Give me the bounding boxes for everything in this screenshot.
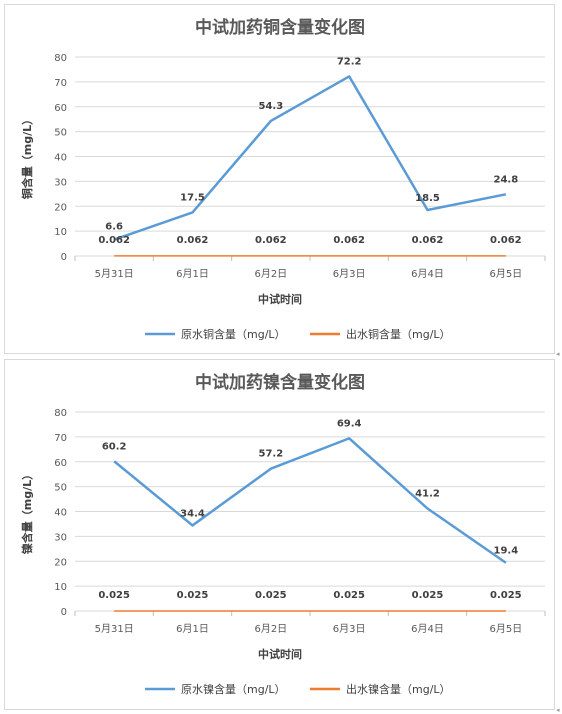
chart-title: 中试加药镍含量变化图 xyxy=(195,372,365,393)
x-tick-label: 6月4日 xyxy=(411,268,444,280)
x-tick-label: 6月3日 xyxy=(333,268,366,280)
legend-label: 出水镍含量（mg/L） xyxy=(346,682,451,696)
data-label: 0.062 xyxy=(412,235,444,246)
data-label: 0.062 xyxy=(98,235,130,246)
x-axis-title: 中试时间 xyxy=(258,292,302,306)
x-tick-label: 6月1日 xyxy=(176,268,209,280)
data-label: 0.025 xyxy=(98,590,130,601)
x-tick-label: 6月3日 xyxy=(333,623,366,635)
legend-label: 原水镍含量（mg/L） xyxy=(181,682,286,696)
x-tick-label: 6月5日 xyxy=(489,623,522,635)
legend-label: 出水铜含量（mg/L） xyxy=(346,327,451,341)
data-label: 34.4 xyxy=(180,508,205,519)
data-label: 18.5 xyxy=(415,193,440,204)
y-tick-label: 0 xyxy=(61,607,67,618)
data-label: 54.3 xyxy=(258,101,283,112)
x-tick-label: 6月2日 xyxy=(254,623,287,635)
chart-title: 中试加药铜含量变化图 xyxy=(195,17,365,38)
y-tick-label: 70 xyxy=(54,433,67,444)
data-label: 0.062 xyxy=(177,235,209,246)
series-line-inflow xyxy=(113,437,507,564)
y-tick-label: 30 xyxy=(54,177,67,188)
resize-handle-icon: ◂ xyxy=(556,706,560,714)
y-tick-label: 60 xyxy=(54,458,67,469)
data-label: 0.025 xyxy=(490,590,522,601)
data-label: 19.4 xyxy=(493,546,518,557)
x-axis-title: 中试时间 xyxy=(258,647,302,661)
x-tick-label: 5月31日 xyxy=(95,268,134,280)
x-tick-label: 5月31日 xyxy=(95,623,134,635)
resize-handle-icon: ◂ xyxy=(556,350,560,358)
data-label: 0.062 xyxy=(333,235,365,246)
nickel-chart-panel: 中试加药镍含量变化图 0 10 20 30 40 50 60 70 80 5月31日 6月1日 6月2日… xyxy=(4,359,555,710)
y-tick-label: 20 xyxy=(54,557,67,568)
y-tick-label: 50 xyxy=(54,483,67,494)
y-axis-title: 镍含量（mg/L） xyxy=(20,469,34,554)
data-label: 0.062 xyxy=(255,235,287,246)
y-tick-label: 10 xyxy=(54,227,67,238)
y-tick-label: 40 xyxy=(54,153,67,164)
x-tick-label: 6月2日 xyxy=(254,268,287,280)
data-label: 72.2 xyxy=(337,56,362,67)
y-tick-label: 80 xyxy=(54,408,67,419)
y-tick-label: 60 xyxy=(54,103,67,114)
y-axis-title: 铜含量（mg/L） xyxy=(20,114,34,200)
data-label: 0.062 xyxy=(490,235,522,246)
data-label: 0.025 xyxy=(333,590,365,601)
data-label: 24.8 xyxy=(493,174,518,185)
copper-chart-panel: 中试加药铜含量变化图 0 10 20 30 40 50 60 70 80 5月31日 6月1日 6月2日… xyxy=(4,4,555,354)
y-tick-label: 20 xyxy=(54,202,67,213)
y-tick-label: 30 xyxy=(54,532,67,543)
data-label: 69.4 xyxy=(337,418,362,429)
data-label: 57.2 xyxy=(258,449,283,460)
data-label: 41.2 xyxy=(415,489,440,500)
nickel-chart: 中试加药镍含量变化图 0 10 20 30 40 50 60 70 80 5月31日 6月1日 6月2日… xyxy=(20,372,546,696)
copper-chart: 中试加药铜含量变化图 0 10 20 30 40 50 60 70 80 5月31日 6月1日 6月2日… xyxy=(20,17,546,341)
data-label: 17.5 xyxy=(180,192,205,203)
legend-label: 原水铜含量（mg/L） xyxy=(181,327,286,341)
x-tick-label: 6月4日 xyxy=(411,623,444,635)
data-label: 6.6 xyxy=(105,222,123,233)
y-tick-label: 50 xyxy=(54,128,67,139)
data-label: 0.025 xyxy=(412,590,444,601)
y-tick-label: 40 xyxy=(54,508,67,519)
y-tick-label: 10 xyxy=(54,582,67,593)
x-tick-label: 6月5日 xyxy=(489,268,522,280)
data-label: 60.2 xyxy=(102,441,127,452)
y-tick-label: 0 xyxy=(61,252,67,263)
data-label: 0.025 xyxy=(177,590,209,601)
y-tick-label: 80 xyxy=(54,53,67,64)
y-tick-label: 70 xyxy=(54,78,67,89)
data-label: 0.025 xyxy=(255,590,287,601)
series-line-inflow xyxy=(113,75,507,241)
x-tick-label: 6月1日 xyxy=(176,623,209,635)
